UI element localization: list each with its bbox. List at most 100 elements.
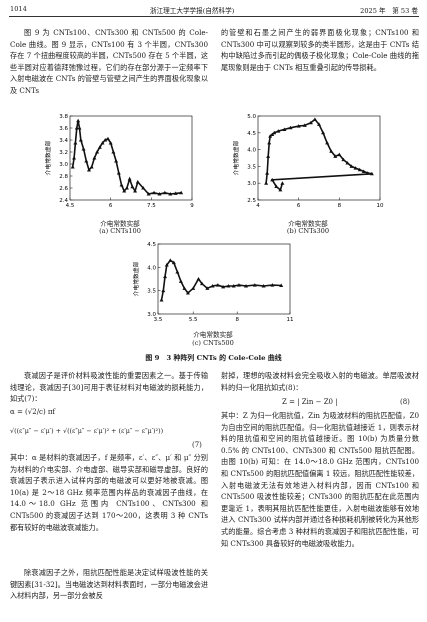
- data-point: [226, 284, 231, 288]
- data-point: [296, 124, 301, 128]
- chart-frame: [257, 115, 381, 201]
- y-tick-label: 3.8: [59, 114, 68, 120]
- data-point: [333, 154, 338, 158]
- data-point: [278, 187, 283, 192]
- data-point: [105, 136, 110, 141]
- body-right-paragraph-1: 射掉，理想的吸波材料会完全吸收入射的电磁波。单层吸波材料的归一化阻抗如式(8)：: [221, 371, 419, 392]
- data-point: [308, 120, 313, 125]
- cole-cole-curve: [71, 120, 182, 195]
- data-point: [288, 125, 293, 130]
- data-point: [280, 181, 285, 185]
- data-point: [97, 145, 102, 149]
- body-left-paragraph-2: 其中：α 是材料的衰减因子，f 是频率，ε′、ε″、μ′ 和 μ″ 分别为材料的…: [10, 453, 208, 532]
- data-point: [244, 284, 248, 288]
- data-point: [185, 291, 190, 295]
- data-point: [279, 283, 284, 288]
- chart-c-subcaption: (c) CNTs500: [192, 339, 234, 347]
- chart-b: 4 6 8 10 2.5 3.0 3.5 4.0 4.5 5.0 介电常数虚部: [232, 114, 384, 209]
- data-point: [81, 147, 86, 151]
- y-tick-label: 3.5: [147, 289, 156, 295]
- data-point: [312, 117, 317, 121]
- x-tick-label: 8: [235, 317, 239, 323]
- y-tick-label: 2.8: [59, 174, 68, 180]
- equation-7-number: (7): [192, 441, 202, 449]
- chart-frame: [69, 115, 193, 201]
- chart-frame: [157, 243, 291, 315]
- data-point: [353, 166, 358, 170]
- y-tick-label: 3.0: [59, 162, 68, 168]
- y-axis-label: 介电常数虚部: [44, 140, 52, 175]
- data-point: [274, 184, 279, 189]
- data-point: [369, 171, 374, 176]
- data-point: [345, 161, 350, 165]
- data-point: [236, 283, 241, 287]
- chart-a-plot: 4.5 6 7.5 9 2.4 2.6 2.8 3.0 3.2 3.4 3.6 3.8 介电常数虚部: [44, 114, 194, 209]
- data-point: [146, 192, 151, 196]
- data-point: [341, 157, 346, 162]
- data-point: [272, 130, 277, 135]
- data-point: [141, 186, 146, 190]
- data-point: [261, 284, 266, 288]
- data-point: [76, 118, 81, 123]
- data-point: [74, 126, 79, 130]
- y-tick-label: 3.0: [247, 181, 256, 187]
- issue-info: 2025 年 第 53 卷: [360, 7, 418, 15]
- data-point: [73, 141, 78, 145]
- y-tick-label: 2.6: [59, 186, 68, 192]
- y-tick-label: 3.2: [59, 150, 68, 156]
- equation-8-number: (8): [400, 398, 410, 406]
- data-point: [264, 181, 269, 185]
- data-point: [302, 123, 307, 127]
- y-tick-label: 3.5: [247, 164, 256, 170]
- y-tick-label: 2.5: [247, 198, 256, 204]
- data-point: [124, 186, 129, 190]
- data-point: [114, 159, 119, 163]
- y-tick-label: 3.4: [59, 138, 68, 144]
- y-tick-label: 3.0: [147, 312, 156, 318]
- data-point: [77, 126, 82, 130]
- data-point: [84, 159, 89, 163]
- data-point: [337, 152, 342, 157]
- y-tick-label: 4.0: [147, 265, 156, 271]
- equation-8: Z = | Zin − Z0 |: [282, 398, 338, 406]
- data-point: [267, 140, 272, 145]
- data-point: [321, 130, 326, 135]
- data-point: [127, 177, 132, 181]
- data-point: [210, 284, 215, 288]
- body-left-paragraph-3: 除衰减因子之外，阻抗匹配性能是决定试样吸波性能的关键因素[31-32]。当电磁波…: [10, 568, 208, 601]
- data-point: [78, 138, 83, 142]
- chart-b-xlabel-text: 介电常数实部: [288, 220, 328, 228]
- data-point: [252, 283, 257, 287]
- intro-left-paragraph: 图 9 为 CNTs100、CNTs300 和 CNTs500 的 Cole-C…: [10, 28, 208, 95]
- data-point: [270, 177, 275, 182]
- data-point: [135, 180, 140, 184]
- data-point: [133, 189, 138, 193]
- data-point: [325, 140, 330, 145]
- body-left-paragraph-1: 衰减因子是评价材料吸波性能的重要因素之一。基于传输线理论，衰减因子[30]可用于…: [10, 371, 208, 404]
- data-point: [270, 283, 275, 287]
- data-point: [163, 274, 168, 279]
- x-tick-label: 7.5: [147, 203, 156, 209]
- data-point: [119, 183, 124, 187]
- data-point: [365, 171, 370, 175]
- cole-cole-curve: [160, 259, 282, 301]
- data-point: [70, 165, 75, 169]
- data-point: [168, 258, 173, 262]
- chart-a-xlabel-text: 介电常数实部: [100, 220, 140, 228]
- chart-a: 4.5 6 7.5 9 2.4 2.6 2.8 3.0 3.2 3.4 3.6 3.8 介电常数虚部: [44, 114, 194, 209]
- journal-name: 浙江理工大学学报(自然科学): [150, 7, 235, 15]
- data-point: [282, 127, 287, 131]
- data-point: [175, 270, 180, 274]
- y-tick-label: 4.5: [147, 242, 156, 248]
- data-point: [161, 288, 166, 293]
- data-point: [182, 286, 187, 290]
- data-point: [191, 286, 196, 290]
- data-point: [268, 134, 273, 138]
- data-point: [276, 129, 281, 133]
- x-tick-label: 3.5: [154, 317, 163, 323]
- data-point: [266, 154, 271, 158]
- data-point: [89, 165, 94, 169]
- data-point: [162, 190, 167, 195]
- x-tick-label: 5.5: [189, 317, 198, 323]
